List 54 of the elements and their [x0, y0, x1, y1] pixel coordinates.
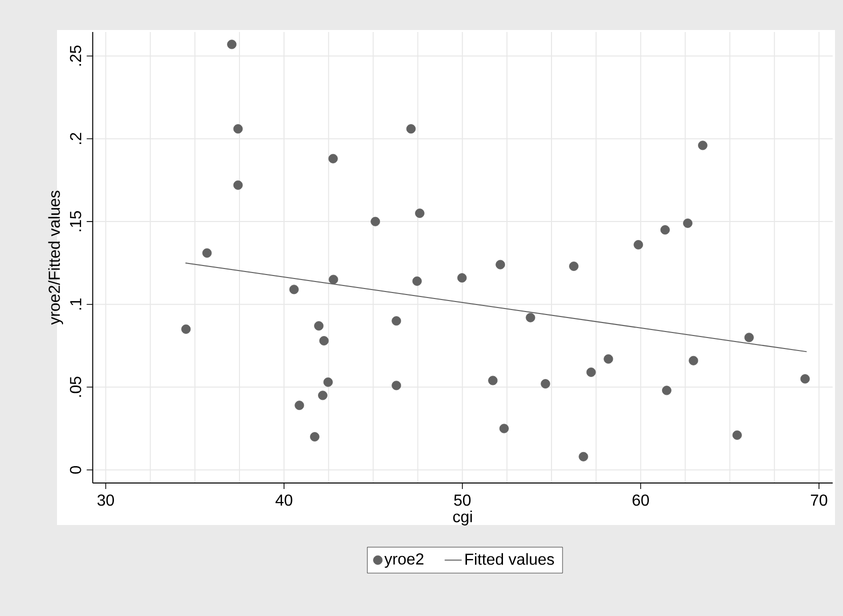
point [406, 124, 416, 134]
point [318, 390, 328, 400]
point [526, 312, 536, 322]
x-tick-label: 50 [454, 494, 471, 506]
point [392, 316, 402, 326]
y-tick-label: .25 [70, 46, 82, 66]
point [578, 452, 588, 462]
point [744, 332, 754, 342]
point [800, 374, 810, 384]
point [488, 376, 498, 386]
point [540, 379, 550, 389]
y-tick-label: 0 [70, 466, 82, 474]
point [314, 321, 324, 331]
legend-label: Fitted values [465, 553, 554, 565]
point [683, 218, 692, 228]
point [323, 377, 333, 387]
point [289, 284, 299, 294]
point [496, 260, 506, 270]
point [328, 154, 338, 164]
x-tick-label: 40 [276, 494, 292, 506]
y-tick-label: .1 [70, 298, 82, 310]
point [688, 356, 698, 366]
point [457, 273, 467, 283]
point [586, 368, 596, 377]
x-tick-label: 60 [632, 494, 649, 506]
x-tick-label: 70 [810, 494, 828, 506]
point [660, 225, 670, 235]
point [415, 208, 424, 218]
point [698, 140, 708, 150]
y-axis-title: yroe2/Fitted values [48, 190, 64, 325]
point [294, 400, 304, 410]
point [392, 380, 402, 390]
point [233, 180, 243, 190]
y-tick-label: .15 [70, 211, 82, 232]
point [310, 432, 320, 442]
point [181, 324, 191, 334]
y-tick-label: .2 [70, 132, 82, 144]
point [662, 386, 672, 396]
point [604, 354, 614, 364]
point [370, 216, 380, 226]
point [233, 124, 243, 134]
x-axis-title: cgi [453, 510, 472, 526]
point [412, 276, 422, 286]
point [202, 248, 212, 258]
point [227, 40, 236, 50]
point [499, 424, 509, 434]
point [732, 430, 742, 440]
y-tick-label: .05 [70, 376, 82, 397]
point [319, 336, 329, 346]
legend-label: yroe2 [384, 553, 424, 568]
point [634, 240, 644, 250]
x-tick-label: 30 [97, 494, 114, 506]
point [328, 274, 338, 284]
point [569, 262, 578, 271]
